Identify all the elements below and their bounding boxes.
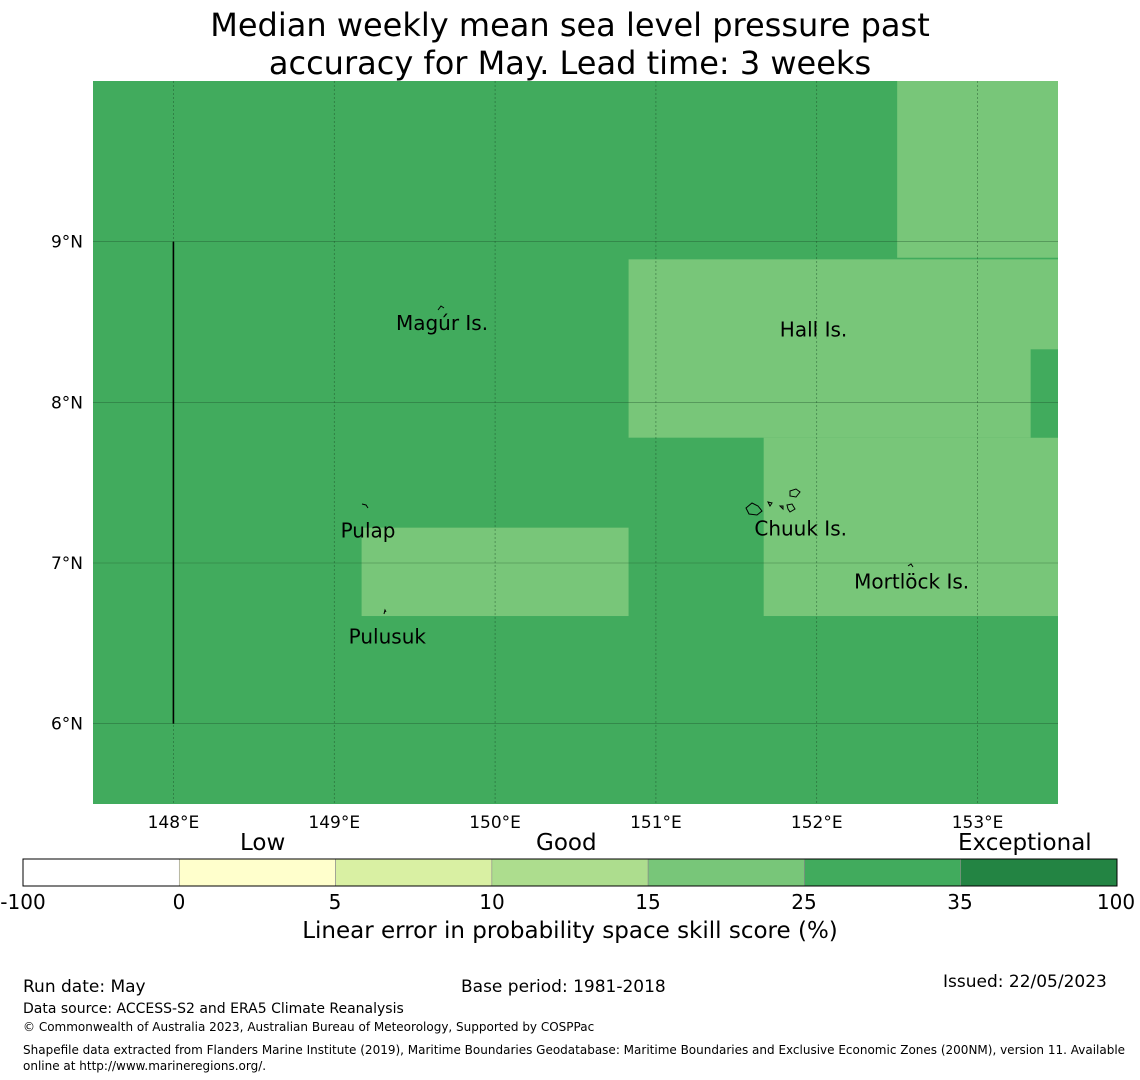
colorbar-segment: [178, 858, 336, 887]
pulusuk-island-outline: [383, 608, 387, 615]
skill-region: [763, 437, 1058, 617]
mortlock-island-outline: [907, 563, 914, 568]
lon-tick-label: 150°E: [469, 813, 521, 833]
colorbar-segment: [22, 858, 180, 887]
colorbar-segment: [804, 858, 962, 887]
lat-tick-label: 6°N: [51, 715, 83, 735]
place-label: Magúr Is.: [396, 311, 488, 335]
colorbar-tick: 10: [479, 890, 505, 914]
colorbar-label: Linear error in probability space skill …: [302, 918, 838, 944]
place-label: Chuuk Is.: [754, 517, 847, 541]
map-panel: 148°E 149°E 150°E 151°E 152°E 153°E 6°N 7°N 8°N 9…: [51, 81, 1058, 833]
place-label: Mortlöck Is.: [854, 570, 969, 594]
skill-region: [1030, 349, 1058, 438]
colorbar-segment: [647, 858, 805, 887]
lat-tick-label: 8°N: [51, 393, 83, 413]
colorbar-word-good: Good: [536, 830, 597, 856]
colorbar-tick: 25: [791, 890, 817, 914]
place-label: Pulusuk: [349, 624, 427, 648]
map-title: Median weekly mean sea level pressure pa…: [0, 6, 1140, 82]
data-source: Data source: ACCESS-S2 and ERA5 Climate …: [23, 1001, 404, 1017]
shapefile-credit: Shapefile data extracted from Flanders M…: [23, 1043, 1126, 1073]
skill-region: [628, 259, 1058, 438]
run-date: Run date: May: [23, 977, 146, 997]
colorbar-tick: 35: [947, 890, 973, 914]
place-label: Pulap: [341, 518, 396, 542]
colorbar-segment: [335, 858, 493, 887]
pulap-island-outline: [361, 503, 369, 509]
colorbar-segment: [960, 858, 1118, 887]
chuuk-island-outline: [745, 488, 801, 516]
magur-island-outline: [437, 305, 445, 311]
colorbar: [22, 858, 1118, 887]
colorbar-tick: 0: [172, 890, 186, 914]
title-line-1: Median weekly mean sea level pressure pa…: [210, 6, 930, 44]
place-label: Hall Is.: [780, 317, 847, 341]
issued-date: Issued: 22/05/2023: [943, 972, 1107, 992]
lon-tick-label: 151°E: [630, 813, 682, 833]
colorbar-tick: 15: [635, 890, 661, 914]
colorbar-word-exceptional: Exceptional: [958, 830, 1092, 856]
copyright: © Commonwealth of Australia 2023, Austra…: [23, 1020, 595, 1034]
colorbar-word-low: Low: [240, 830, 286, 856]
colorbar-tick: 5: [328, 890, 342, 914]
lon-tick-label: 152°E: [791, 813, 843, 833]
title-line-2: accuracy for May. Lead time: 3 weeks: [268, 44, 872, 82]
colorbar-segment: [491, 858, 649, 887]
lat-tick-label: 9°N: [51, 233, 83, 253]
colorbar-tick: -100: [0, 890, 46, 914]
lon-tick-label: 148°E: [148, 813, 200, 833]
lon-tick-label: 153°E: [952, 813, 1004, 833]
base-period: Base period: 1981-2018: [461, 977, 666, 997]
colorbar-tick: 100: [1096, 890, 1136, 914]
lon-tick-label: 149°E: [308, 813, 360, 833]
lat-tick-label: 7°N: [51, 554, 83, 574]
colorbar-frame: [22, 858, 1118, 887]
